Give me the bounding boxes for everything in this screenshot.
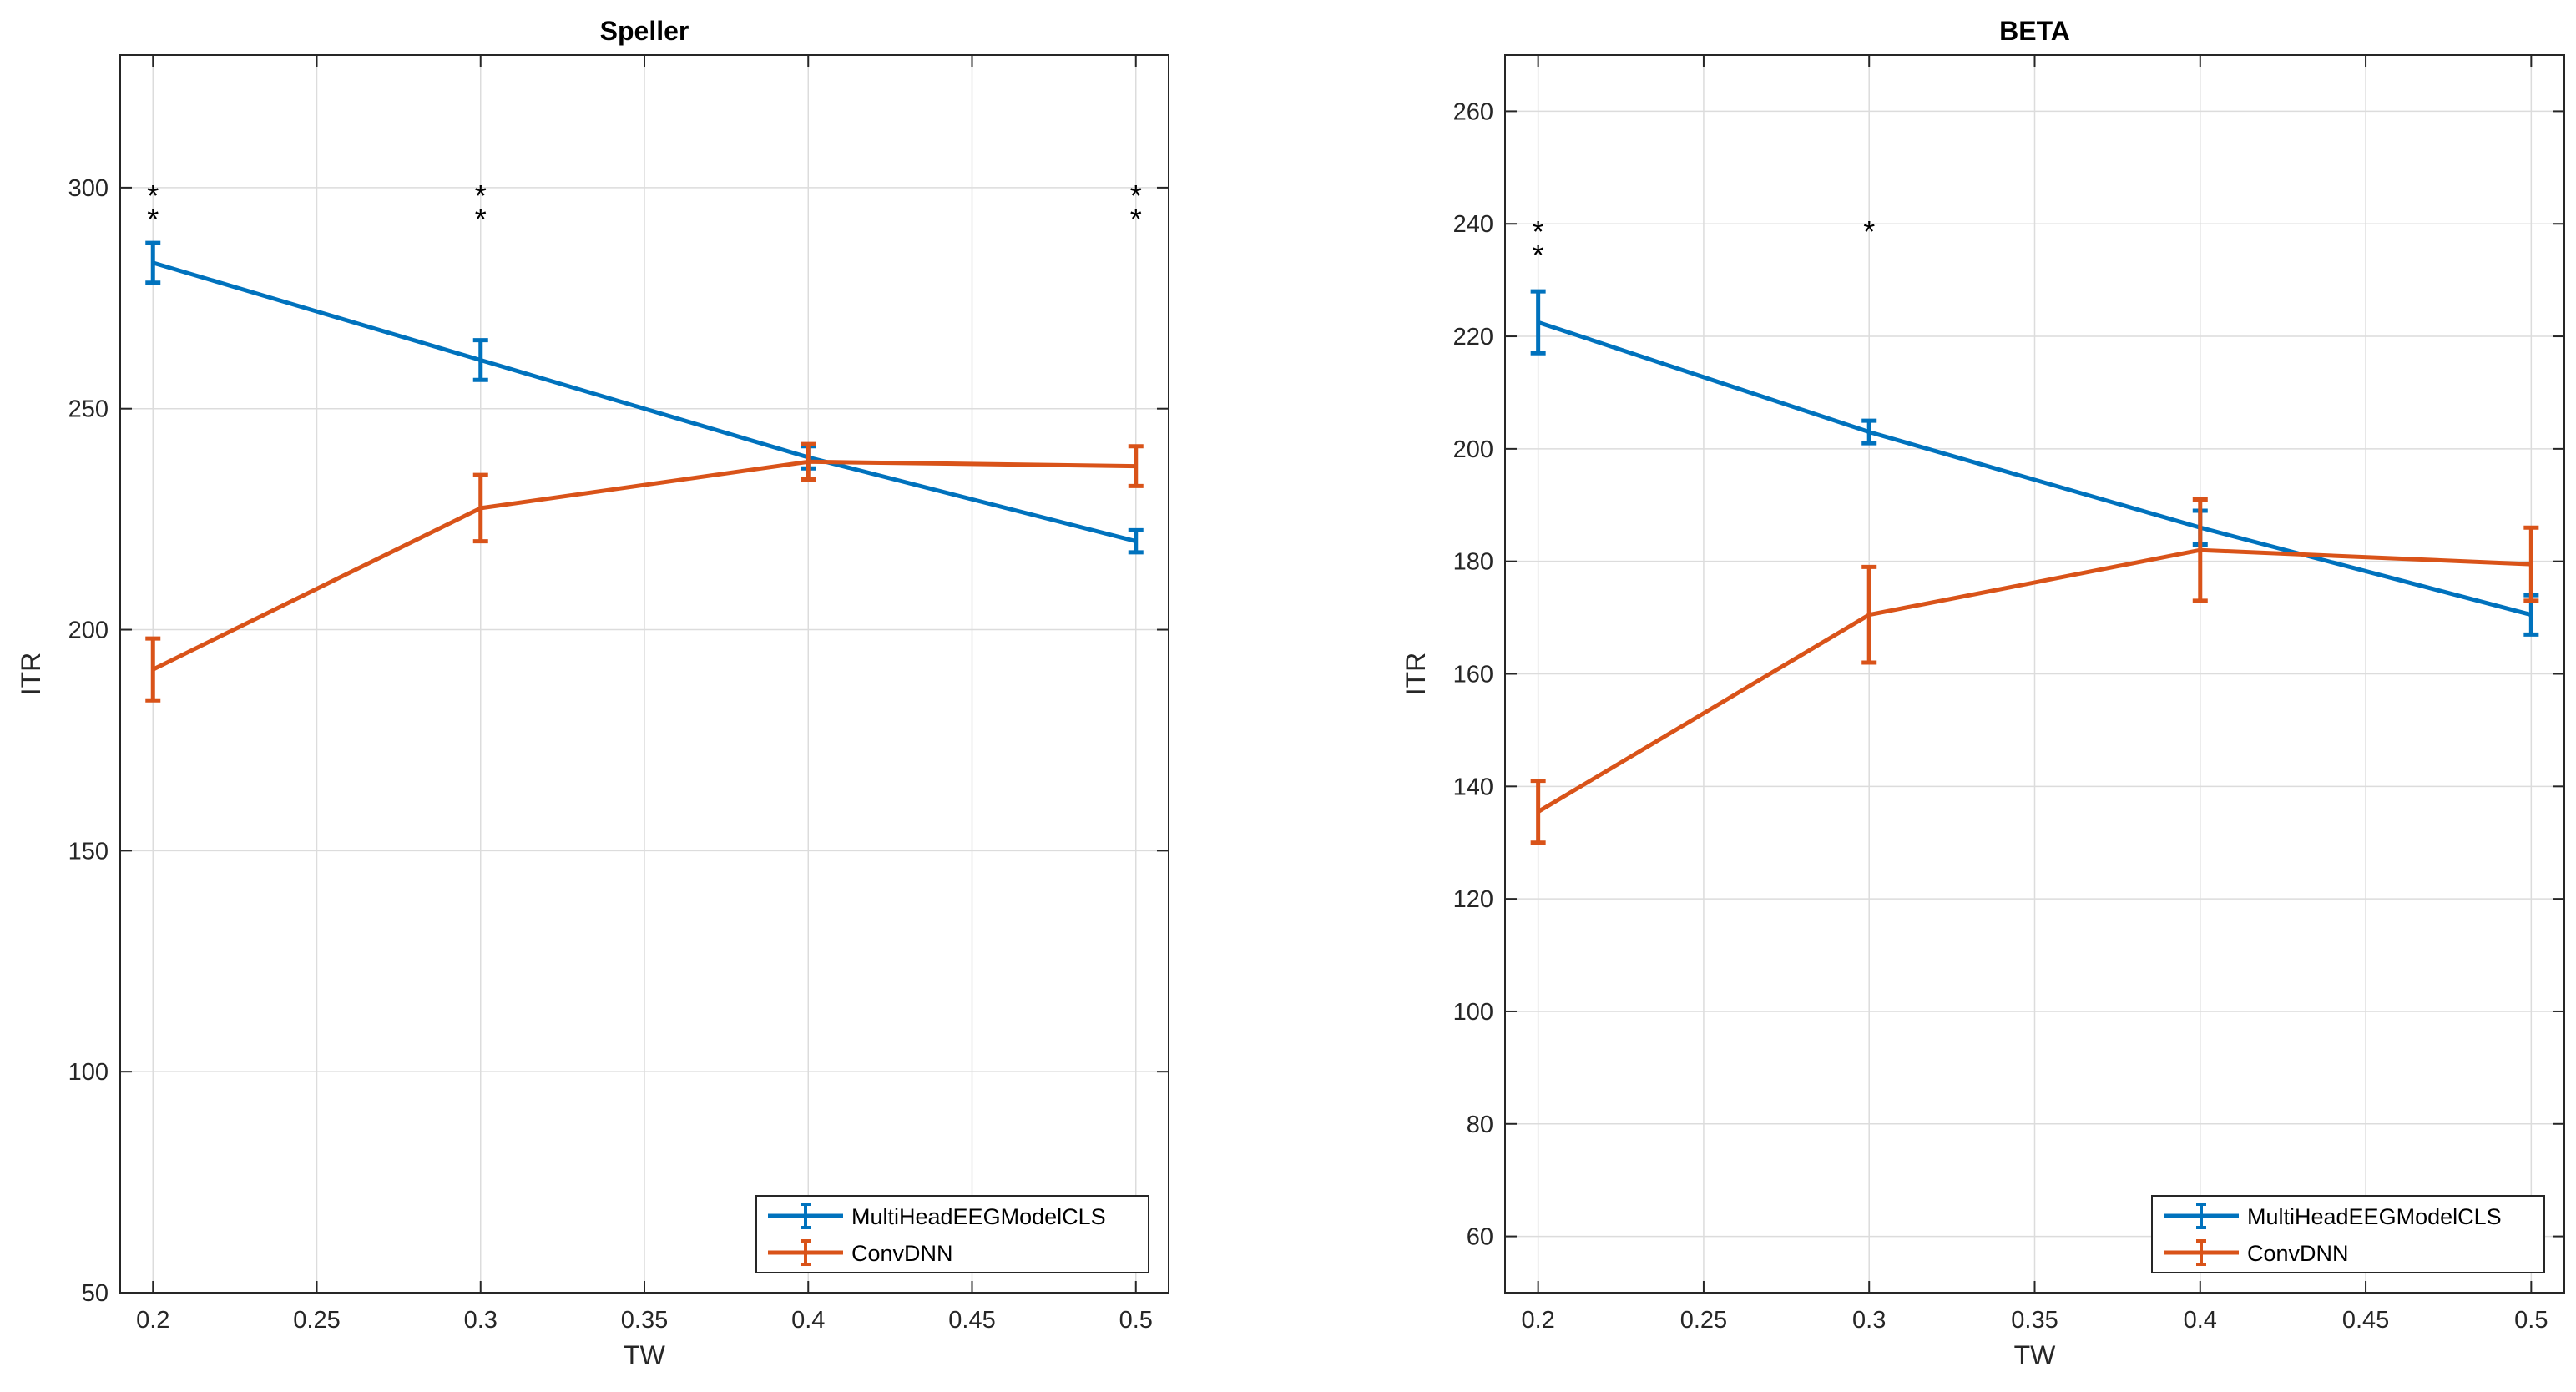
significance-star: * — [1130, 179, 1142, 213]
x-tick-label: 0.3 — [464, 1307, 498, 1334]
chart-panel-2: 0.2 0.25 0.3 0.35 0.4 0.45 0.5 60 80 100 120 140 160… — [1401, 16, 2565, 1370]
chart-title: BETA — [1999, 16, 2070, 46]
x-axis-label: TW — [2014, 1340, 2057, 1370]
series-line-1 — [1537, 320, 2532, 618]
y-tick-label: 300 — [68, 175, 109, 202]
legend: MultiHeadEEGModelCLS ConvDNN — [2151, 1195, 2545, 1273]
significance-star: * — [1533, 238, 1544, 272]
x-tick-label: 0.25 — [1680, 1307, 1727, 1334]
y-tick-label: 180 — [1453, 549, 1493, 576]
legend-item: ConvDNN — [768, 1239, 953, 1266]
axes-box — [1504, 54, 2565, 1294]
x-tick-label: 0.4 — [2184, 1307, 2217, 1334]
x-tick-label: 0.35 — [2011, 1307, 2058, 1334]
significance-star: * — [475, 202, 487, 236]
legend-box — [755, 1195, 1149, 1273]
y-tick-label: 160 — [1453, 662, 1493, 688]
error-bar — [1128, 527, 1144, 555]
x-tick-label: 0.5 — [2514, 1307, 2548, 1334]
y-tick-label: 150 — [68, 838, 109, 865]
legend-label: ConvDNN — [2247, 1241, 2349, 1266]
y-tick-label: 100 — [68, 1059, 109, 1086]
y-tick-label: 120 — [1453, 886, 1493, 913]
legend-item: ConvDNN — [2164, 1239, 2349, 1266]
legend-item: MultiHeadEEGModelCLS — [768, 1203, 1106, 1229]
series-line-1 — [152, 260, 1137, 544]
x-tick-label: 0.4 — [791, 1307, 825, 1334]
y-tick-label: 50 — [82, 1280, 109, 1307]
legend-box — [2151, 1195, 2545, 1273]
y-tick-label: 80 — [1467, 1112, 1493, 1138]
significance-star: * — [147, 179, 159, 213]
error-bar — [1861, 564, 1877, 665]
significance-star: * — [147, 202, 159, 236]
axes-box — [119, 54, 1169, 1294]
y-axis-label: ITR — [1401, 653, 1431, 696]
x-tick-label: 0.3 — [1852, 1307, 1886, 1334]
legend-label: ConvDNN — [851, 1241, 953, 1266]
error-bar — [801, 441, 816, 482]
y-tick-label: 200 — [68, 618, 109, 644]
error-bar — [2523, 525, 2539, 603]
significance-star: * — [475, 179, 487, 213]
chart-panel-1: 0.2 0.25 0.3 0.35 0.4 0.45 0.5 50 100 150 200 250 30… — [16, 16, 1169, 1370]
chart-title: Speller — [600, 16, 689, 46]
legend-item: MultiHeadEEGModelCLS — [2164, 1203, 2502, 1229]
series-line-2 — [152, 459, 1136, 672]
y-axis-label: ITR — [16, 653, 46, 696]
x-tick-label: 0.2 — [1521, 1307, 1554, 1334]
y-tick-label: 220 — [1453, 324, 1493, 351]
significance-star: * — [1130, 202, 1142, 236]
error-bar — [1530, 289, 1546, 356]
error-bar — [1861, 418, 1877, 446]
legend-label: MultiHeadEEGModelCLS — [2247, 1204, 2502, 1229]
error-bar — [2192, 497, 2208, 603]
x-tick-label: 0.2 — [136, 1307, 169, 1334]
significance-star: * — [1863, 214, 1875, 249]
y-tick-label: 250 — [68, 396, 109, 423]
legend: MultiHeadEEGModelCLS ConvDNN — [755, 1195, 1149, 1273]
error-bar — [1530, 779, 1546, 845]
x-tick-label: 0.35 — [621, 1307, 668, 1334]
x-tick-label: 0.45 — [948, 1307, 995, 1334]
legend-label: MultiHeadEEGModelCLS — [851, 1204, 1106, 1229]
significance-star: * — [1533, 214, 1544, 249]
error-bar — [1128, 444, 1144, 488]
y-tick-label: 240 — [1453, 211, 1493, 238]
error-bar — [472, 338, 488, 382]
x-tick-label: 0.25 — [293, 1307, 340, 1334]
series-line-2 — [1537, 547, 2532, 814]
y-tick-label: 60 — [1467, 1224, 1493, 1251]
error-bar — [145, 240, 161, 285]
x-tick-label: 0.45 — [2342, 1307, 2389, 1334]
error-bar — [145, 636, 161, 703]
y-tick-label: 260 — [1453, 98, 1493, 125]
x-tick-label: 0.5 — [1119, 1307, 1153, 1334]
y-tick-label: 140 — [1453, 774, 1493, 800]
y-tick-label: 100 — [1453, 999, 1493, 1026]
y-tick-label: 200 — [1453, 436, 1493, 463]
x-axis-label: TW — [624, 1340, 666, 1370]
error-bar — [472, 472, 488, 544]
